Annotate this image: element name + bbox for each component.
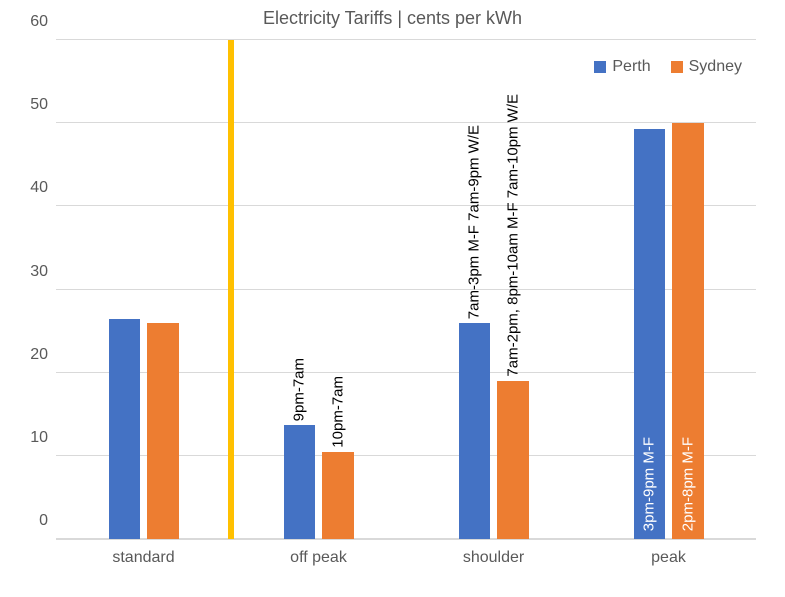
- bar-sydney-peak: 2pm-8pm M-F: [672, 123, 704, 539]
- ytick-label: 10: [16, 429, 48, 447]
- bar-perth-peak: 3pm-9pm M-F: [634, 129, 666, 539]
- x-category-label: shoulder: [406, 549, 581, 567]
- bar-sydney-shoulder: 7am-2pm, 8pm-10am M-F 7am-10pm W/E: [497, 381, 529, 539]
- ytick-label: 40: [16, 179, 48, 197]
- x-category-label: off peak: [231, 549, 406, 567]
- legend-label: Sydney: [689, 58, 742, 76]
- bar-annotation: 7am-2pm, 8pm-10am M-F 7am-10pm W/E: [504, 94, 521, 377]
- x-category-label: standard: [56, 549, 231, 567]
- tariff-divider: [228, 40, 234, 539]
- gridline: [56, 122, 756, 123]
- legend: Perth Sydney: [594, 58, 742, 76]
- plot-area: 0 10 20 30 40 50 60 Perth Sydney standar…: [56, 40, 756, 540]
- bar-perth-shoulder: 7am-3pm M-F 7am-9pm W/E: [459, 323, 491, 539]
- ytick-label: 20: [16, 346, 48, 364]
- ytick-label: 50: [16, 96, 48, 114]
- chart-title: Electricity Tariffs | cents per kWh: [0, 8, 785, 29]
- legend-item-perth: Perth: [594, 58, 650, 76]
- bar-sydney-standard: [147, 323, 179, 539]
- tariff-chart: Electricity Tariffs | cents per kWh 0 10…: [0, 0, 785, 597]
- bar-perth-standard: [109, 319, 141, 539]
- bar-perth-offpeak: 9pm-7am: [284, 425, 316, 539]
- ytick-label: 60: [16, 13, 48, 31]
- bar-annotation: 2pm-8pm M-F: [679, 437, 696, 531]
- bar-annotation: 7am-3pm M-F 7am-9pm W/E: [466, 125, 483, 319]
- legend-item-sydney: Sydney: [671, 58, 742, 76]
- bar-annotation: 9pm-7am: [291, 358, 308, 421]
- bar-sydney-offpeak: 10pm-7am: [322, 452, 354, 539]
- ytick-label: 0: [16, 512, 48, 530]
- legend-label: Perth: [612, 58, 650, 76]
- ytick-label: 30: [16, 263, 48, 281]
- bar-annotation: 10pm-7am: [329, 376, 346, 448]
- legend-swatch: [671, 61, 683, 73]
- legend-swatch: [594, 61, 606, 73]
- gridline: [56, 39, 756, 40]
- x-category-label: peak: [581, 549, 756, 567]
- bar-annotation: 3pm-9pm M-F: [641, 437, 658, 531]
